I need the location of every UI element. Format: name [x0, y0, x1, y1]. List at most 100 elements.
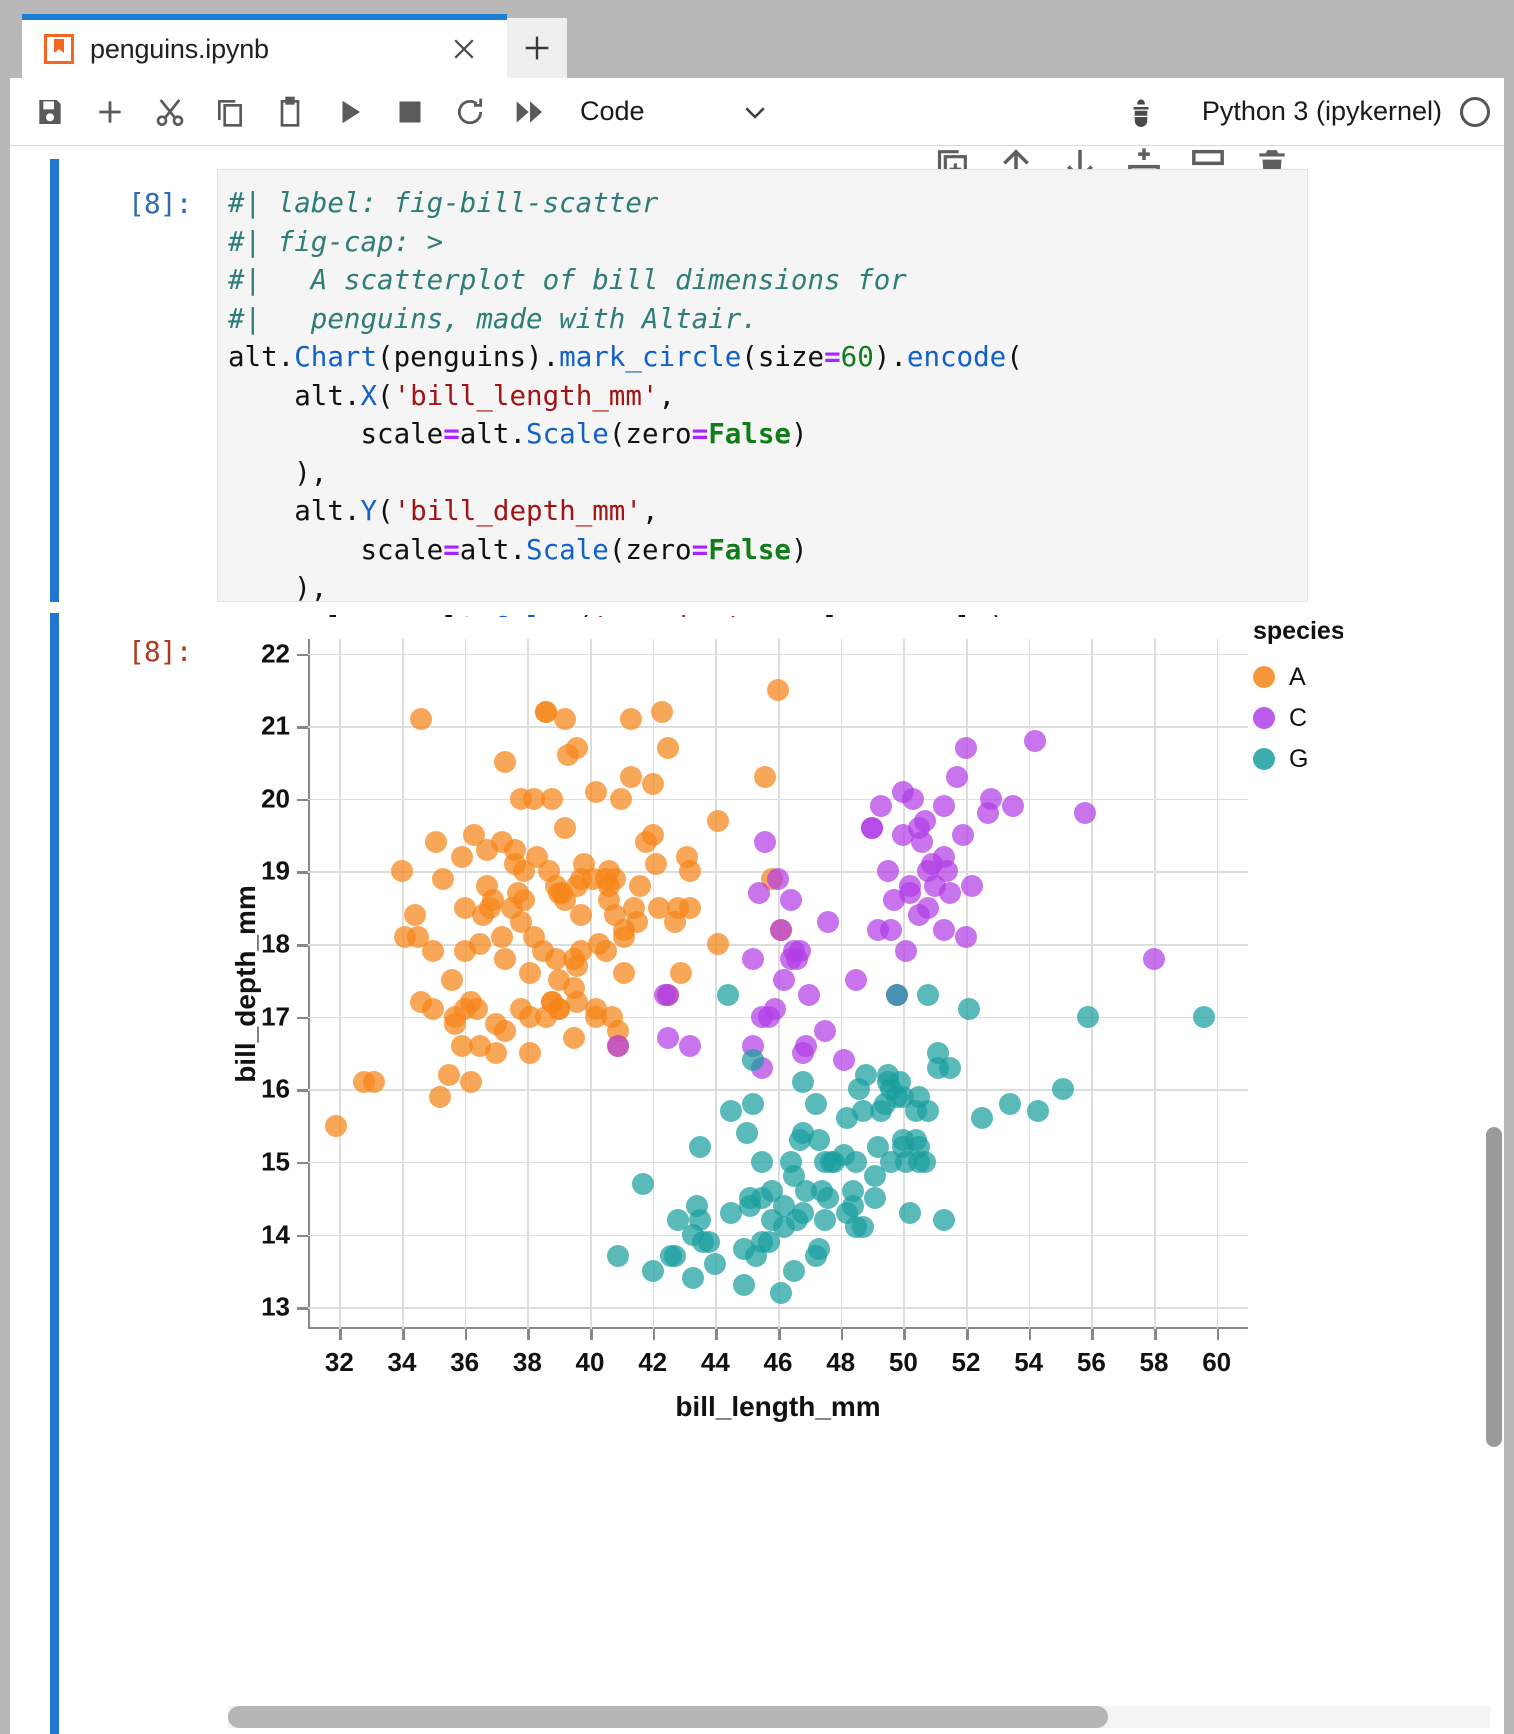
data-point[interactable]	[998, 1092, 1021, 1115]
data-point[interactable]	[494, 751, 517, 774]
data-point[interactable]	[425, 831, 448, 854]
data-point[interactable]	[663, 1245, 686, 1268]
data-point[interactable]	[604, 867, 627, 890]
data-point[interactable]	[494, 947, 517, 970]
tab-penguins-ipynb[interactable]: penguins.ipynb	[22, 14, 507, 78]
data-point[interactable]	[795, 1034, 818, 1057]
data-point[interactable]	[657, 1027, 680, 1050]
data-point[interactable]	[763, 998, 786, 1021]
new-tab-button[interactable]	[507, 18, 567, 78]
data-point[interactable]	[958, 998, 981, 1021]
data-point[interactable]	[817, 1187, 840, 1210]
data-point[interactable]	[720, 1201, 742, 1224]
data-point[interactable]	[782, 1259, 805, 1282]
altair-chart[interactable]: bill_depth_mm bill_length_mm 32 34 36 38 40 4…	[228, 617, 1343, 1707]
restart-icon[interactable]	[440, 82, 500, 142]
data-point[interactable]	[544, 947, 567, 970]
data-point[interactable]	[911, 831, 934, 854]
data-point[interactable]	[569, 940, 592, 963]
data-point[interactable]	[779, 889, 802, 912]
data-point[interactable]	[494, 1020, 517, 1043]
data-point[interactable]	[613, 925, 636, 948]
data-point[interactable]	[970, 1107, 993, 1130]
data-point[interactable]	[522, 787, 545, 810]
data-point[interactable]	[917, 983, 940, 1006]
data-point[interactable]	[469, 933, 492, 956]
data-point[interactable]	[955, 736, 977, 759]
data-point[interactable]	[945, 766, 968, 788]
save-icon[interactable]	[20, 82, 80, 142]
data-point[interactable]	[980, 787, 1003, 810]
data-point[interactable]	[741, 947, 764, 970]
bug-icon[interactable]	[1126, 96, 1156, 128]
play-icon[interactable]	[320, 82, 380, 142]
data-point[interactable]	[741, 1049, 764, 1072]
data-point[interactable]	[955, 925, 977, 948]
data-point[interactable]	[450, 845, 473, 868]
data-point[interactable]	[553, 816, 576, 839]
data-point[interactable]	[876, 860, 899, 883]
data-point[interactable]	[513, 889, 536, 912]
data-point[interactable]	[503, 838, 526, 861]
data-point[interactable]	[898, 874, 921, 897]
data-point[interactable]	[804, 1092, 827, 1115]
data-point[interactable]	[594, 940, 617, 963]
kernel-status-indicator[interactable]	[1460, 96, 1490, 127]
stop-icon[interactable]	[380, 82, 440, 142]
data-point[interactable]	[864, 1165, 887, 1188]
legend-entry[interactable]: A	[1253, 662, 1343, 692]
data-point[interactable]	[1027, 1100, 1050, 1123]
cell-type-dropdown[interactable]: Code	[580, 96, 770, 127]
data-point[interactable]	[547, 998, 570, 1021]
data-point[interactable]	[864, 1187, 887, 1210]
data-point[interactable]	[807, 1238, 830, 1261]
data-point[interactable]	[466, 998, 489, 1021]
data-point[interactable]	[757, 1230, 780, 1253]
data-point[interactable]	[679, 896, 702, 919]
data-point[interactable]	[939, 1056, 962, 1079]
data-point[interactable]	[1143, 947, 1165, 970]
data-point[interactable]	[485, 1042, 507, 1064]
data-point[interactable]	[566, 736, 589, 759]
data-point[interactable]	[895, 940, 918, 963]
data-point[interactable]	[845, 1150, 868, 1173]
data-point[interactable]	[553, 707, 576, 730]
data-point[interactable]	[707, 809, 730, 832]
data-point[interactable]	[431, 867, 454, 890]
data-point[interactable]	[933, 918, 956, 941]
data-point[interactable]	[854, 1063, 877, 1086]
data-point[interactable]	[933, 795, 956, 818]
data-point[interactable]	[951, 824, 974, 847]
data-point[interactable]	[453, 896, 476, 919]
data-point[interactable]	[792, 1071, 815, 1094]
data-point[interactable]	[607, 1245, 630, 1268]
data-point[interactable]	[657, 983, 680, 1006]
data-point[interactable]	[792, 1201, 815, 1224]
data-point[interactable]	[1077, 1005, 1100, 1028]
data-point[interactable]	[832, 1049, 855, 1072]
data-point[interactable]	[914, 1150, 937, 1173]
data-point[interactable]	[406, 925, 429, 948]
data-point[interactable]	[651, 700, 674, 723]
legend-entry[interactable]: C	[1253, 703, 1343, 733]
plus-icon[interactable]	[80, 82, 140, 142]
data-point[interactable]	[629, 874, 652, 897]
data-point[interactable]	[773, 969, 796, 992]
data-point[interactable]	[870, 795, 893, 818]
data-point[interactable]	[716, 983, 739, 1006]
data-point[interactable]	[619, 766, 642, 788]
data-point[interactable]	[879, 918, 902, 941]
data-point[interactable]	[1002, 795, 1024, 818]
data-point[interactable]	[563, 1027, 586, 1050]
data-point[interactable]	[682, 1267, 705, 1290]
data-point[interactable]	[798, 983, 821, 1006]
data-point[interactable]	[647, 896, 670, 919]
data-point[interactable]	[886, 983, 909, 1006]
data-point[interactable]	[566, 991, 589, 1014]
data-point[interactable]	[842, 1180, 865, 1202]
data-point[interactable]	[679, 860, 702, 883]
code-editor[interactable]: #| label: fig-bill-scatter #| fig-cap: >…	[217, 169, 1308, 720]
data-point[interactable]	[814, 1020, 836, 1043]
data-point[interactable]	[851, 1216, 874, 1239]
vertical-scrollbar-thumb[interactable]	[1486, 1127, 1502, 1447]
